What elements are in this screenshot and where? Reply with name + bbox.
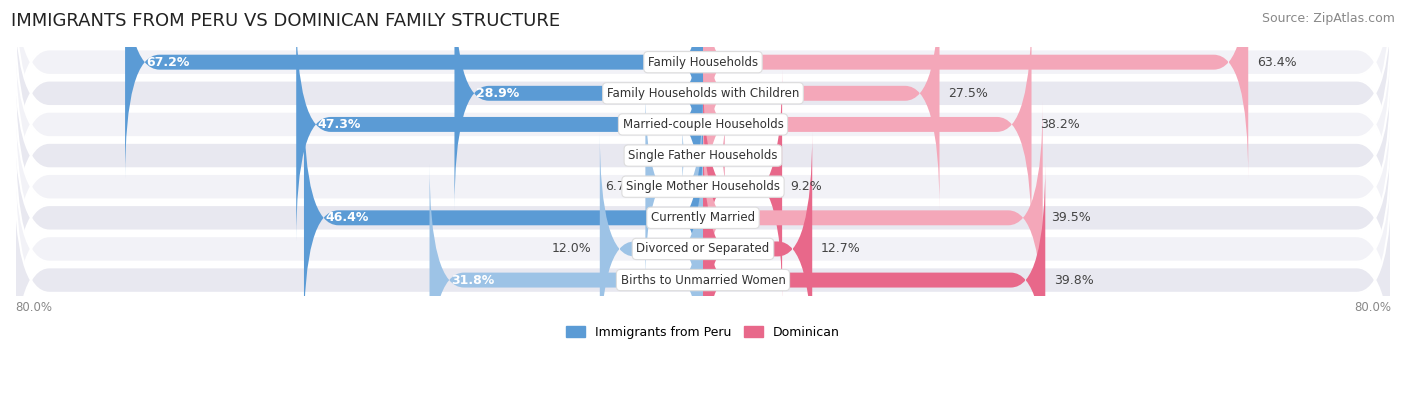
Text: 28.9%: 28.9% bbox=[477, 87, 519, 100]
FancyBboxPatch shape bbox=[429, 163, 703, 395]
FancyBboxPatch shape bbox=[703, 132, 813, 366]
Text: Source: ZipAtlas.com: Source: ZipAtlas.com bbox=[1261, 12, 1395, 25]
Text: Divorced or Separated: Divorced or Separated bbox=[637, 243, 769, 256]
Text: 12.0%: 12.0% bbox=[551, 243, 591, 256]
Text: Family Households: Family Households bbox=[648, 56, 758, 69]
FancyBboxPatch shape bbox=[15, 168, 1391, 392]
Text: 63.4%: 63.4% bbox=[1257, 56, 1296, 69]
FancyBboxPatch shape bbox=[703, 163, 1045, 395]
Text: 31.8%: 31.8% bbox=[451, 274, 495, 286]
Text: Births to Unmarried Women: Births to Unmarried Women bbox=[620, 274, 786, 286]
Text: 6.7%: 6.7% bbox=[605, 180, 637, 193]
Text: 46.4%: 46.4% bbox=[325, 211, 368, 224]
FancyBboxPatch shape bbox=[15, 0, 1391, 205]
FancyBboxPatch shape bbox=[15, 13, 1391, 236]
FancyBboxPatch shape bbox=[682, 126, 703, 185]
Legend: Immigrants from Peru, Dominican: Immigrants from Peru, Dominican bbox=[561, 321, 845, 344]
FancyBboxPatch shape bbox=[703, 8, 1032, 241]
FancyBboxPatch shape bbox=[454, 0, 703, 211]
Text: 39.8%: 39.8% bbox=[1054, 274, 1094, 286]
Text: Married-couple Households: Married-couple Households bbox=[623, 118, 783, 131]
Text: IMMIGRANTS FROM PERU VS DOMINICAN FAMILY STRUCTURE: IMMIGRANTS FROM PERU VS DOMINICAN FAMILY… bbox=[11, 12, 561, 30]
Text: Currently Married: Currently Married bbox=[651, 211, 755, 224]
Text: 38.2%: 38.2% bbox=[1040, 118, 1080, 131]
Text: 39.5%: 39.5% bbox=[1052, 211, 1091, 224]
FancyBboxPatch shape bbox=[703, 0, 939, 211]
Text: 27.5%: 27.5% bbox=[948, 87, 988, 100]
FancyBboxPatch shape bbox=[600, 132, 703, 366]
Text: 80.0%: 80.0% bbox=[15, 301, 52, 314]
Text: 67.2%: 67.2% bbox=[146, 56, 190, 69]
FancyBboxPatch shape bbox=[297, 8, 703, 241]
Text: 12.7%: 12.7% bbox=[821, 243, 860, 256]
Text: 80.0%: 80.0% bbox=[1354, 301, 1391, 314]
FancyBboxPatch shape bbox=[703, 124, 724, 187]
FancyBboxPatch shape bbox=[15, 0, 1391, 174]
FancyBboxPatch shape bbox=[15, 137, 1391, 361]
FancyBboxPatch shape bbox=[15, 106, 1391, 329]
FancyBboxPatch shape bbox=[304, 101, 703, 335]
FancyBboxPatch shape bbox=[15, 44, 1391, 267]
FancyBboxPatch shape bbox=[703, 101, 1043, 335]
Text: 47.3%: 47.3% bbox=[318, 118, 361, 131]
Text: Single Mother Households: Single Mother Households bbox=[626, 180, 780, 193]
Text: Family Households with Children: Family Households with Children bbox=[607, 87, 799, 100]
Text: Single Father Households: Single Father Households bbox=[628, 149, 778, 162]
Text: 2.4%: 2.4% bbox=[643, 149, 673, 162]
FancyBboxPatch shape bbox=[645, 90, 703, 284]
Text: 2.5%: 2.5% bbox=[733, 149, 765, 162]
FancyBboxPatch shape bbox=[703, 0, 1249, 179]
FancyBboxPatch shape bbox=[15, 75, 1391, 299]
Text: 9.2%: 9.2% bbox=[790, 180, 823, 193]
FancyBboxPatch shape bbox=[703, 70, 782, 304]
FancyBboxPatch shape bbox=[125, 0, 703, 179]
